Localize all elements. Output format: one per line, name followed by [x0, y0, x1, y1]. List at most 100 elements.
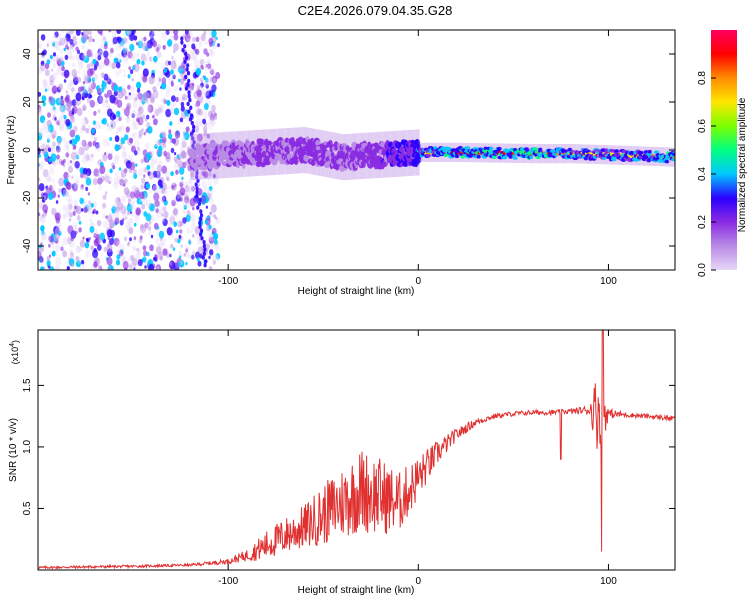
heatmap-speckle	[114, 131, 118, 136]
heatmap-streak	[202, 251, 206, 256]
heatmap-speckle	[215, 216, 218, 220]
heatmap-speckle	[66, 182, 72, 191]
heatmap-speckle	[54, 252, 58, 257]
heatmap-speckle	[175, 214, 178, 218]
heatmap-speckle	[149, 149, 155, 157]
heatmap-speckle	[208, 172, 212, 177]
heatmap-speckle	[100, 88, 104, 93]
heatmap-speckle	[158, 230, 165, 239]
heatmap-speckle	[72, 43, 75, 47]
heatmap-speckle	[61, 160, 65, 166]
spectrogram-y-tick-label: -20	[22, 190, 33, 205]
heatmap-speckle	[70, 55, 75, 61]
heatmap-speckle	[149, 30, 155, 39]
snr-y-tick-label: 1.0	[22, 440, 33, 454]
heatmap-speckle	[116, 127, 121, 134]
heatmap-speckle	[154, 108, 160, 117]
heatmap-speckle	[61, 71, 65, 77]
heatmap-speckle	[141, 177, 146, 184]
heatmap-speckle	[54, 266, 58, 270]
heatmap-speckle	[41, 232, 48, 241]
heatmap-speckle	[50, 129, 57, 139]
heatmap-speckle	[82, 106, 86, 112]
heatmap-speckle	[204, 88, 210, 96]
heatmap-speckle	[173, 262, 180, 270]
heatmap-speckle	[134, 30, 138, 36]
heatmap-speckle	[185, 214, 191, 222]
heatmap-speckle	[196, 107, 202, 115]
heatmap-speckle	[208, 236, 214, 245]
heatmap-speckle	[66, 266, 70, 270]
heatmap-speckle	[161, 182, 167, 191]
heatmap-speckle	[206, 58, 211, 64]
heatmap-speckle	[71, 175, 74, 179]
heatmap-speckle	[92, 58, 97, 65]
heatmap-speckle	[127, 51, 133, 59]
heatmap-speckle	[153, 192, 160, 202]
heatmap-speckle	[129, 69, 134, 75]
heatmap-speckle	[76, 54, 80, 59]
heatmap-speckle	[46, 43, 49, 48]
heatmap-speckle	[92, 140, 97, 147]
heatmap-speckle	[103, 246, 108, 252]
heatmap-ridge-cell	[261, 145, 265, 150]
heatmap-speckle	[182, 34, 186, 38]
heatmap-speckle	[144, 59, 147, 63]
heatmap-speckle	[57, 59, 61, 65]
heatmap-speckle	[62, 213, 66, 219]
heatmap-speckle	[57, 194, 60, 198]
heatmap-speckle	[115, 259, 121, 266]
heatmap-speckle	[162, 104, 165, 108]
heatmap-speckle	[100, 36, 106, 45]
heatmap-speckle	[75, 260, 81, 268]
heatmap-speckle	[39, 63, 46, 72]
heatmap-ridge-cell	[488, 146, 494, 151]
heatmap-speckle	[109, 137, 113, 141]
heatmap-speckle	[104, 175, 110, 183]
heatmap-speckle	[93, 110, 97, 116]
heatmap-speckle	[209, 233, 213, 239]
heatmap-speckle	[57, 136, 62, 143]
heatmap-speckle	[104, 152, 107, 156]
heatmap-speckle	[123, 69, 126, 73]
heatmap-speckle	[75, 205, 82, 215]
heatmap-speckle	[116, 254, 121, 260]
heatmap-ridge-cell	[425, 153, 432, 158]
heatmap-speckle	[120, 88, 127, 97]
heatmap-speckle	[83, 143, 90, 151]
heatmap-speckle	[66, 193, 72, 202]
heatmap-speckle	[128, 160, 131, 164]
heatmap-speckle	[122, 183, 126, 187]
heatmap-speckle	[83, 206, 88, 213]
heatmap-speckle	[170, 147, 175, 154]
heatmap-speckle	[159, 107, 164, 114]
heatmap-speckle	[147, 171, 151, 176]
heatmap-ridge-cell	[251, 159, 257, 166]
heatmap-speckle	[173, 208, 178, 216]
heatmap-speckle	[113, 181, 119, 190]
heatmap-speckle	[127, 84, 131, 90]
heatmap-speckle	[147, 125, 153, 134]
heatmap-speckle	[81, 96, 85, 101]
heatmap-speckle	[150, 174, 154, 179]
heatmap-speckle	[73, 204, 79, 213]
heatmap-speckle	[55, 200, 59, 204]
heatmap-ridge-core	[535, 151, 538, 156]
heatmap-speckle	[154, 144, 158, 150]
heatmap-speckle	[139, 40, 144, 48]
heatmap-speckle	[98, 64, 101, 69]
heatmap-speckle	[189, 180, 193, 186]
heatmap-speckle	[208, 30, 212, 36]
heatmap-speckle	[163, 210, 169, 219]
heatmap-streak	[183, 59, 187, 64]
heatmap-speckle	[181, 137, 186, 143]
heatmap-speckle	[80, 86, 84, 92]
heatmap-speckle	[89, 67, 95, 76]
heatmap-speckle	[132, 168, 137, 175]
heatmap-speckle	[136, 249, 142, 256]
heatmap-speckle	[170, 60, 177, 70]
heatmap-speckle	[192, 249, 195, 254]
heatmap-speckle	[120, 169, 127, 178]
heatmap-speckle	[158, 145, 163, 152]
heatmap-speckle	[93, 233, 97, 238]
